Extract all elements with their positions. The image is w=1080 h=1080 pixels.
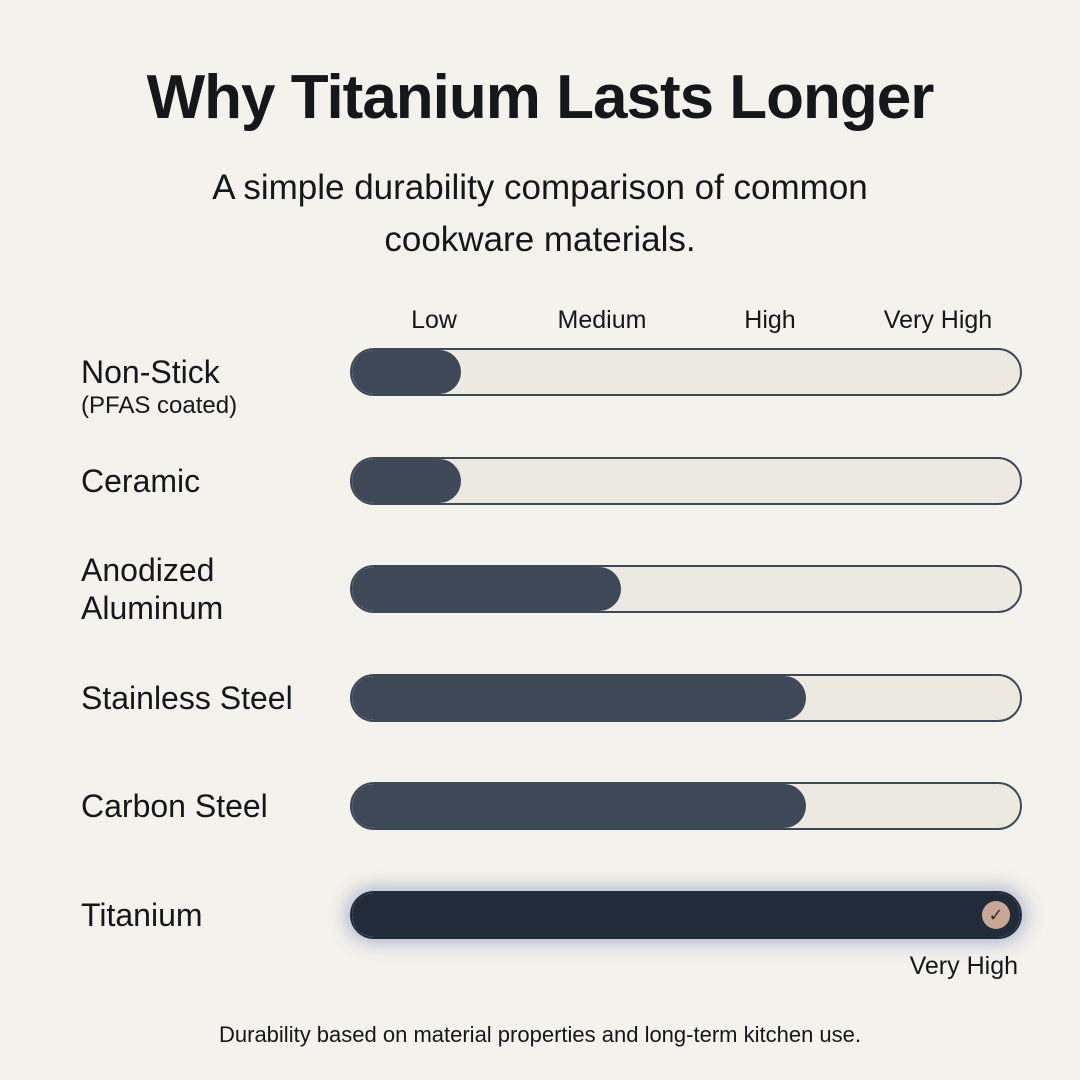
bar-track [350,565,1022,614]
category-name: Stainless Steel [81,679,293,716]
category-label: Carbon Steel [81,787,331,825]
category-label: Anodized Aluminum [81,551,331,627]
category-name: Titanium [81,897,203,933]
bar [352,350,462,394]
bar-track: ✓ [350,891,1022,939]
category-label: Ceramic [81,462,331,500]
category-name: Carbon Steel [81,788,268,825]
bar [352,458,462,503]
category-label: Titanium [81,896,331,934]
x-tick-label: Very High [883,306,993,334]
x-tick-label: Medium [557,306,647,334]
x-tick-label: Low [411,306,457,334]
bar-track [350,782,1022,831]
bar [352,567,621,612]
bar-track [350,456,1022,505]
chart-title: Why Titanium Lasts Longer [146,63,935,132]
footnote: Durability based on material properties … [219,1022,861,1047]
bar-track [350,673,1022,722]
category-label: Stainless Steel [81,679,331,717]
annotation: Very High [909,952,1018,980]
check-badge: ✓ [982,901,1010,929]
category-label: Non-Stick (PFAS coated) [81,353,331,421]
category-name: Ceramic [81,462,201,499]
category-note: (PFAS coated) [81,392,238,419]
category-name: Anodized Aluminum [81,552,224,627]
bar [352,675,806,720]
category-name: Non-Stick [81,354,220,390]
bar [352,784,806,829]
chart-subtitle: A simple durability comparison of common… [212,168,868,259]
x-tick-label: High [744,306,796,334]
bar-track [350,348,1022,396]
bar [352,893,1020,937]
